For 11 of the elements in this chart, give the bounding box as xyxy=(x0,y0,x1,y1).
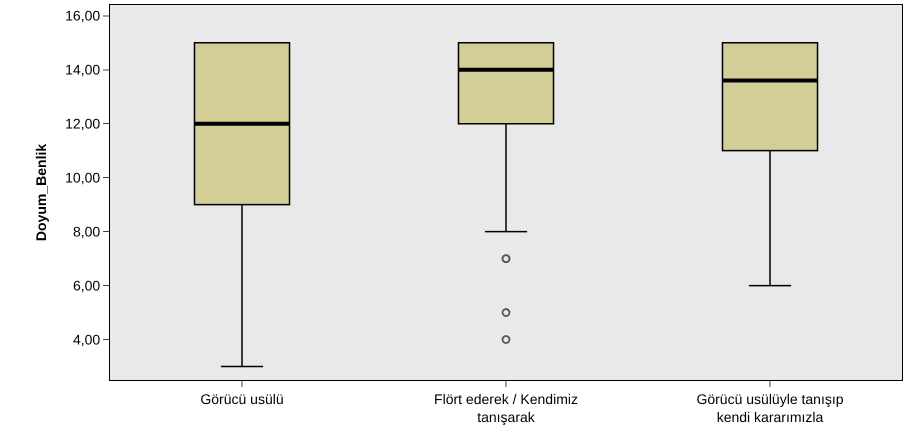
y-tick-label: 14,00 xyxy=(65,62,100,78)
x-tick-label: Flört ederek / Kendimiz tanışarak xyxy=(434,390,578,425)
y-tick-label: 8,00 xyxy=(72,224,100,240)
y-tick-label: 4,00 xyxy=(72,331,100,348)
x-tick-label: Görücü usülü xyxy=(200,390,284,407)
y-tick-label: 10,00 xyxy=(65,170,100,186)
y-tick-label: 6,00 xyxy=(72,277,100,294)
y-tick-label: 12,00 xyxy=(65,116,100,132)
y-axis-title: Doyum_Benlik xyxy=(32,144,49,242)
x-tick-label: Görücü usülüyle tanışıp kendi kararımızla xyxy=(696,390,844,425)
y-tick-label: 16,00 xyxy=(65,8,100,24)
